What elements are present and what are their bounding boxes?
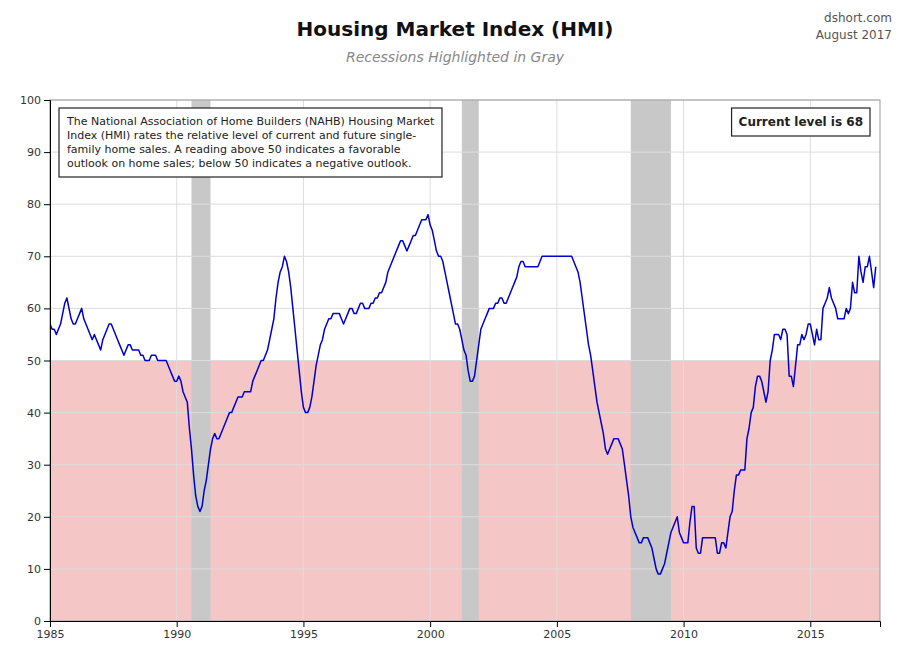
y-tick-label: 100 (20, 94, 41, 107)
y-tick-mark (44, 569, 50, 570)
y-tick-label: 30 (27, 459, 41, 472)
x-axis: 1985 1990 1995 2000 2005 2010 2015 (37, 621, 881, 641)
y-tick: 80 (27, 198, 50, 211)
y-tick-mark (44, 308, 50, 309)
plot-frame (50, 100, 880, 621)
y-tick-mark (44, 517, 50, 518)
y-tick-mark (44, 100, 50, 101)
callout-box: Current level is 68 (732, 108, 870, 136)
y-tick: 30 (27, 459, 50, 472)
y-tick: 10 (27, 563, 50, 576)
x-tick: 2000 (417, 621, 445, 641)
y-tick: 40 (27, 407, 50, 420)
x-tick: 1990 (163, 621, 191, 641)
x-tick-label: 2015 (797, 628, 825, 641)
y-axis-line (44, 101, 51, 622)
chart-container: 1985 1990 1995 2000 2005 2010 2015 0 10 20 30 40 50 6… (0, 0, 910, 661)
grid (50, 100, 880, 621)
x-tick: 1995 (290, 621, 318, 641)
line-layer (50, 215, 876, 574)
x-axis-line (51, 622, 881, 628)
note-box: The National Association of Home Builder… (59, 108, 442, 177)
callout: Current level is 68 (739, 115, 863, 129)
grid-line-y (50, 204, 880, 205)
subtitle: Recessions Highlighted in Gray (346, 49, 565, 65)
x-tick-mark (557, 621, 558, 627)
y-tick: 100 (20, 94, 50, 107)
y-tick-label: 0 (34, 615, 41, 628)
y-tick-label: 20 (27, 511, 41, 524)
y-tick-mark (44, 465, 50, 466)
x-tick-mark (303, 621, 304, 627)
callout-box-frame (732, 108, 870, 136)
y-tick-mark (44, 361, 50, 362)
grid-line-y (50, 412, 880, 413)
grid-line-y (50, 360, 880, 361)
grid-line-y (50, 516, 880, 517)
x-tick-label: 2000 (417, 628, 445, 641)
x-tick-label: 1985 (37, 628, 65, 641)
x-tick-label: 1995 (290, 628, 318, 641)
x-tick-label: 2010 (670, 628, 698, 641)
y-axis: 0 10 20 30 40 50 60 70 80 90 100 (20, 94, 51, 628)
y-tick-label: 10 (27, 563, 41, 576)
y-tick-label: 40 (27, 407, 41, 420)
x-tick-mark (430, 621, 431, 627)
hmi-line (50, 215, 876, 574)
grid-line-y (50, 256, 880, 257)
y-tick-mark (44, 256, 50, 257)
grid-line-y (50, 464, 880, 465)
x-tick: 2005 (543, 621, 571, 641)
y-tick: 70 (27, 250, 50, 263)
y-tick-mark (44, 152, 50, 153)
y-tick-label: 90 (27, 146, 41, 159)
x-tick-mark (177, 621, 178, 627)
note-box-frame (59, 108, 442, 177)
x-tick-label: 2005 (543, 628, 571, 641)
title: Housing Market Index (HMI) (297, 17, 614, 41)
x-tick-mark (684, 621, 685, 627)
grid-line-y (50, 308, 880, 309)
grid-line-y (50, 568, 880, 569)
x-tick: 2010 (670, 621, 698, 641)
chart-svg: 1985 1990 1995 2000 2005 2010 2015 0 10 20 30 40 50 6… (0, 0, 910, 661)
y-tick-label: 70 (27, 250, 41, 263)
y-tick-label: 80 (27, 198, 41, 211)
x-tick-mark (810, 621, 811, 627)
y-tick: 90 (27, 146, 50, 159)
note-line: Index (HMI) rates the relative level of … (67, 129, 416, 142)
y-tick: 60 (27, 302, 50, 315)
y-tick: 0 (34, 615, 50, 628)
watermark: August 2017 (816, 28, 892, 42)
y-tick-mark (44, 413, 50, 414)
y-tick-label: 50 (27, 355, 41, 368)
x-tick: 2015 (797, 621, 825, 641)
note: The National Association of Home Builder… (66, 115, 435, 170)
background-layer (50, 100, 880, 621)
y-tick-mark (44, 204, 50, 205)
y-tick: 50 (27, 355, 50, 368)
y-tick-mark (44, 621, 50, 622)
note-line: family home sales. A reading above 50 in… (67, 143, 401, 156)
note-line: The National Association of Home Builder… (66, 115, 435, 128)
y-tick-label: 60 (27, 302, 41, 315)
watermark: dshort.com (824, 11, 892, 25)
note-line: outlook on home sales; below 50 indicate… (67, 157, 411, 170)
y-tick: 20 (27, 511, 50, 524)
x-tick-label: 1990 (163, 628, 191, 641)
